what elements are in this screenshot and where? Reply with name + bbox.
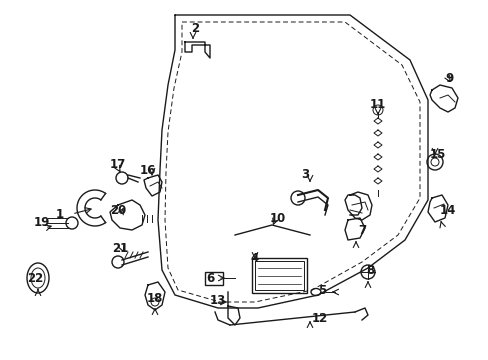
Bar — [204, 272, 223, 285]
Text: 8: 8 — [365, 264, 373, 276]
Text: 2: 2 — [190, 22, 199, 35]
Text: 4: 4 — [250, 252, 259, 265]
Text: 10: 10 — [269, 211, 285, 225]
Text: 12: 12 — [311, 311, 327, 324]
Text: 18: 18 — [146, 292, 163, 305]
Text: 13: 13 — [209, 293, 225, 306]
Text: 5: 5 — [317, 284, 325, 297]
Text: 9: 9 — [445, 72, 453, 85]
Text: 15: 15 — [429, 148, 445, 162]
Text: 14: 14 — [439, 203, 455, 216]
Text: 20: 20 — [110, 203, 126, 216]
Text: 19: 19 — [34, 216, 50, 229]
Text: 11: 11 — [369, 99, 386, 112]
Text: 6: 6 — [205, 271, 214, 284]
Bar — [251, 258, 306, 293]
Text: 7: 7 — [357, 224, 366, 237]
Text: 3: 3 — [300, 168, 308, 181]
Text: 16: 16 — [140, 163, 156, 176]
Text: 21: 21 — [112, 242, 128, 255]
Text: 22: 22 — [27, 271, 43, 284]
Text: 1: 1 — [56, 208, 64, 221]
Text: 17: 17 — [110, 158, 126, 171]
Bar — [254, 261, 304, 290]
